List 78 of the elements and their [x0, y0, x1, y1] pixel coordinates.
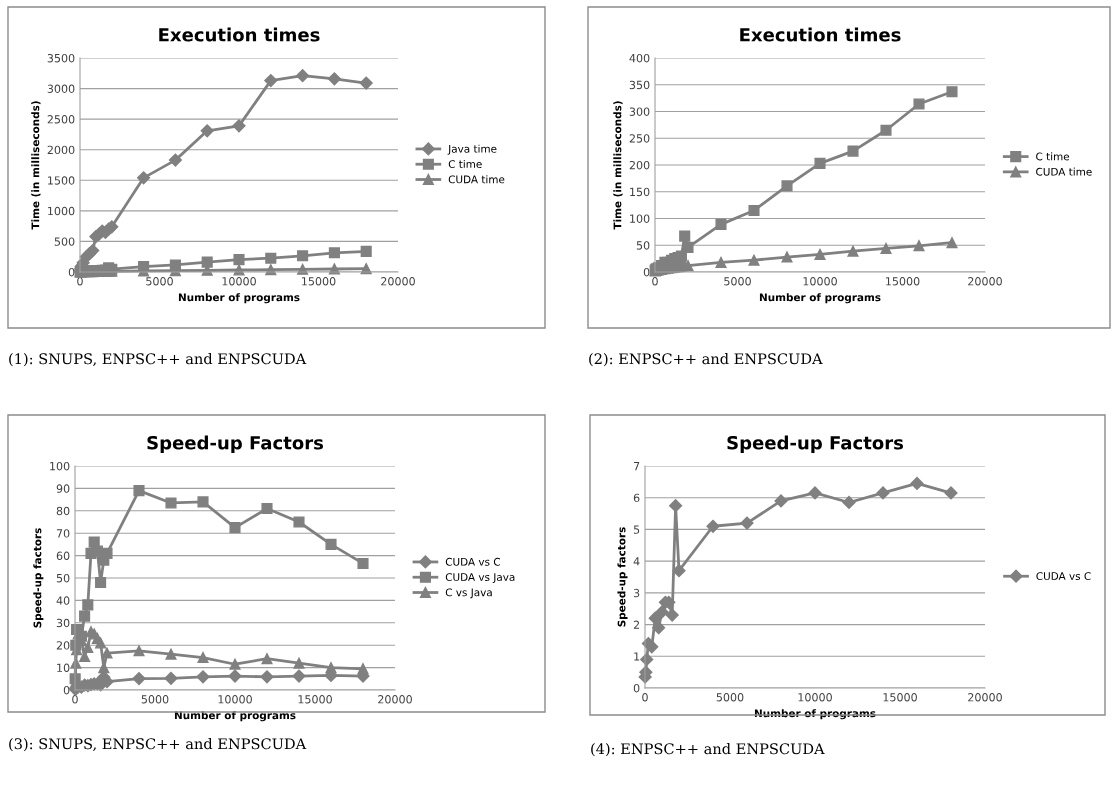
y-tick-label: 3000 [47, 84, 75, 93]
x-tick-label: 20000 [968, 277, 1002, 286]
y-tick-label: 1500 [48, 176, 75, 185]
y-axis-title: Speed-up factors [617, 527, 628, 627]
x-tick-label: 20000 [378, 695, 412, 704]
legend-label: CUDA vs Java [445, 573, 515, 583]
y-tick-label: 500 [54, 237, 75, 246]
legend-label: C vs Java [445, 588, 492, 599]
y-tick-label: 6 [633, 493, 640, 503]
text: (2): ENPSC++ and ENPSCUDA [589, 352, 823, 367]
legend-label: C time [448, 159, 482, 169]
y-tick-label: 5 [633, 525, 640, 534]
y-tick-label: 1 [634, 652, 640, 661]
chart-title: Speed-up Factors [727, 435, 904, 454]
y-tick-label: 20 [56, 641, 70, 650]
x-tick-label: 10000 [803, 277, 837, 286]
y-tick-label: 400 [629, 53, 650, 63]
y-tick-label: 300 [629, 107, 650, 116]
y-tick-label: 2000 [47, 145, 75, 155]
y-tick-label: 4 [633, 557, 640, 566]
x-tick-label: 5000 [724, 277, 751, 286]
chart-title: Execution times [159, 27, 320, 42]
x-tick-label: 0 [652, 277, 658, 286]
legend-label: CUDA time [1036, 167, 1092, 176]
legend-label: Java time [447, 144, 497, 155]
text: (4): ENPSC++ and ENPSCUDA [591, 742, 825, 757]
x-axis-title: Number of programs [759, 293, 881, 304]
y-axis-title: Time (in milliseconds) [31, 101, 41, 230]
text: (3): SNUPS, ENPSC++ and ENPSCUDA [9, 737, 307, 752]
y-tick-label: 3 [633, 588, 640, 598]
x-tick-label: 10000 [218, 695, 252, 704]
x-tick-label: 15000 [883, 693, 917, 702]
legend-label: CUDA vs C [1036, 572, 1091, 581]
legend-label: CUDA time [448, 175, 505, 184]
y-tick-label: 7 [633, 462, 640, 471]
x-tick-label: 5000 [716, 693, 744, 702]
legend-label: C time [1036, 152, 1070, 161]
x-tick-label: 10000 [222, 277, 256, 286]
x-tick-label: 15000 [886, 277, 920, 286]
y-tick-label: 50 [636, 241, 650, 250]
chart-title: Execution times [740, 27, 901, 42]
y-tick-label: 350 [629, 80, 650, 90]
y-tick-label: 80 [56, 506, 70, 516]
y-tick-label: 3500 [47, 53, 75, 63]
x-tick-label: 20000 [968, 693, 1002, 702]
y-tick-label: 100 [630, 214, 650, 223]
x-tick-label: 5000 [141, 695, 169, 704]
x-axis-title: Number of programs [178, 293, 300, 304]
x-tick-label: 20000 [381, 277, 415, 286]
y-tick-label: 150 [630, 187, 650, 197]
y-tick-label: 60 [56, 551, 70, 560]
text: (1): SNUPS, ENPSC++ and ENPSCUDA [9, 352, 307, 367]
y-tick-label: 250 [629, 134, 650, 143]
x-axis-title: Number of programs [754, 709, 876, 720]
y-tick-label: 0 [633, 683, 640, 693]
x-tick-label: 15000 [298, 695, 332, 704]
y-tick-label: 1000 [48, 206, 75, 216]
y-tick-label: 90 [56, 484, 70, 493]
x-axis-title: Number of programs [174, 711, 296, 722]
y-tick-label: 0 [68, 267, 75, 277]
y-tick-label: 50 [56, 573, 70, 583]
y-tick-label: 0 [643, 267, 650, 277]
legend-label: CUDA vs C [445, 557, 501, 566]
y-tick-label: 40 [56, 596, 70, 605]
y-tick-label: 30 [56, 618, 70, 628]
y-tick-label: 10 [57, 663, 70, 672]
y-tick-label: 200 [629, 160, 650, 170]
y-tick-label: 0 [63, 685, 70, 695]
y-axis-title: Time (in milliseconds) [613, 101, 623, 230]
y-axis-title: Speed-up factors [33, 528, 44, 628]
x-tick-label: 10000 [798, 693, 832, 702]
x-tick-label: 15000 [302, 277, 336, 286]
y-tick-label: 2500 [47, 115, 75, 124]
y-tick-label: 70 [56, 529, 70, 538]
x-tick-label: 5000 [146, 277, 173, 286]
y-tick-label: 2 [633, 620, 640, 629]
chart-title: Speed-up Factors [147, 435, 324, 454]
y-tick-label: 100 [50, 461, 70, 471]
